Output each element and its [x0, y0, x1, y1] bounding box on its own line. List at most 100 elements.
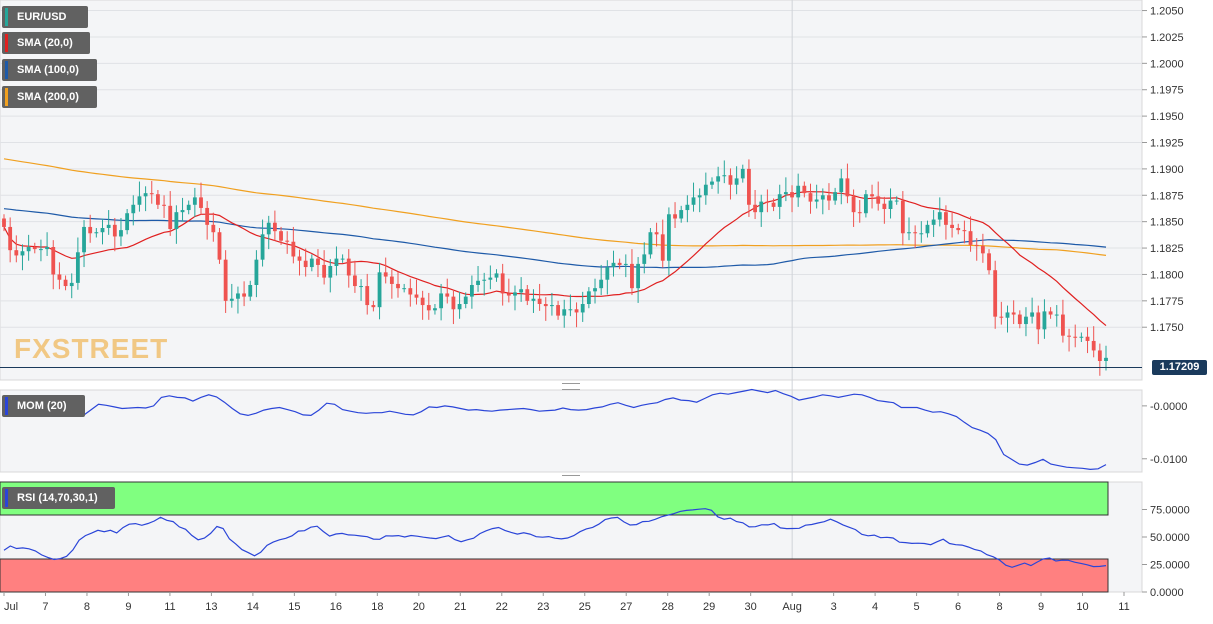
- candle-body: [845, 178, 850, 197]
- candle-body: [383, 272, 388, 277]
- candle-body: [531, 298, 536, 301]
- legend-sma20-label: SMA (20,0): [17, 37, 73, 49]
- date-tick-label: 4: [872, 601, 878, 613]
- date-tick-label: 9: [125, 601, 131, 613]
- legend-symbol[interactable]: EUR/USD: [2, 6, 88, 28]
- date-tick-label: 7: [42, 601, 48, 613]
- candle-body: [833, 192, 838, 201]
- candle-body: [14, 250, 19, 256]
- candle-body: [451, 296, 456, 310]
- candle-body: [839, 178, 844, 193]
- rsi-tick-label: 0.0000: [1150, 587, 1184, 599]
- candle-body: [783, 192, 788, 195]
- candle-body: [254, 259, 259, 285]
- date-tick-label: 21: [454, 601, 466, 613]
- candle-body: [543, 304, 548, 307]
- candle-body: [876, 196, 881, 204]
- candle-body: [697, 195, 702, 198]
- candle-body: [962, 230, 967, 232]
- candle-body: [229, 298, 234, 301]
- candle-body: [125, 213, 130, 231]
- candle-body: [1091, 340, 1096, 351]
- rsi-oversold-band: [0, 558, 1109, 593]
- candle-body: [1011, 312, 1016, 315]
- candle-body: [143, 193, 148, 197]
- candle-body: [617, 262, 622, 265]
- legend-mom-label: MOM (20): [17, 400, 67, 412]
- candle-body: [580, 304, 585, 313]
- rsi-path: [3, 508, 1107, 568]
- candle-body: [654, 232, 659, 235]
- legend-mom[interactable]: MOM (20): [2, 395, 85, 417]
- date-tick-label: 23: [537, 601, 549, 613]
- price-tick-label: 1.1925: [1150, 138, 1184, 150]
- candle-body: [771, 202, 776, 207]
- legend-swatch: [5, 489, 8, 507]
- legend-swatch: [5, 88, 8, 106]
- panel-resize-handle[interactable]: [562, 383, 580, 390]
- candle-body: [870, 194, 874, 197]
- legend-symbol-label: EUR/USD: [17, 11, 67, 23]
- candle-body: [937, 212, 942, 220]
- candle-body: [32, 247, 37, 250]
- price-axis: 1.2050 1.2025 1.2000 1.1975 1.1950 1.1925 1.19…: [1142, 6, 1184, 334]
- candle-body: [119, 230, 123, 237]
- date-tick-label: 13: [205, 601, 217, 613]
- candle-body: [346, 258, 351, 276]
- candle-body: [593, 288, 597, 292]
- candle-body: [599, 279, 604, 289]
- legend-rsi[interactable]: RSI (14,70,30,1): [2, 487, 115, 509]
- candle-body: [463, 296, 468, 304]
- sma-20-path: [3, 191, 1107, 327]
- candle-body: [279, 231, 283, 241]
- candle-body: [605, 267, 610, 280]
- candle-body: [223, 259, 228, 301]
- date-tick-label: 14: [247, 601, 259, 613]
- legend-swatch: [5, 397, 8, 415]
- date-tick-label: 10: [1076, 601, 1088, 613]
- candle-body: [340, 258, 345, 260]
- candle-body: [334, 258, 339, 266]
- date-tick-label: 25: [579, 601, 591, 613]
- price-tick-label: 1.1950: [1150, 111, 1184, 123]
- candle-body: [162, 204, 166, 206]
- candle-body: [353, 275, 357, 287]
- candle-body: [266, 222, 271, 235]
- candle-body: [630, 263, 634, 289]
- candle-body: [377, 272, 382, 308]
- candle-body: [242, 293, 247, 297]
- candle-body: [482, 279, 487, 281]
- candle-body: [820, 195, 825, 200]
- candle-body: [168, 205, 173, 230]
- candle-body: [568, 309, 573, 311]
- candle-body: [75, 252, 80, 283]
- rsi-axis: 75.0000 50.0000 25.0000 0.0000: [1142, 505, 1190, 599]
- candle-body: [303, 260, 308, 268]
- sma-20-line: [3, 191, 1107, 327]
- legend-sma100[interactable]: SMA (100,0): [2, 59, 97, 81]
- candle-body: [131, 204, 136, 214]
- legend-sma200[interactable]: SMA (200,0): [2, 86, 97, 108]
- candle-body: [1085, 336, 1090, 341]
- candle-body: [1042, 311, 1047, 330]
- candle-body: [790, 192, 794, 198]
- candle-body: [217, 232, 222, 260]
- rsi-line: [3, 508, 1107, 568]
- candle-body: [863, 194, 868, 214]
- candle-body: [660, 234, 665, 261]
- legend-sma20[interactable]: SMA (20,0): [2, 32, 90, 54]
- candle-body: [722, 175, 727, 177]
- candle-body: [747, 168, 751, 205]
- candle-body: [106, 224, 111, 228]
- candle-body: [285, 240, 290, 242]
- candle-body: [586, 291, 591, 304]
- candle-body: [205, 207, 210, 225]
- candle-body: [1079, 336, 1084, 338]
- candle-body: [439, 293, 444, 309]
- candle-body: [1024, 316, 1028, 325]
- panel-resize-handle[interactable]: [562, 475, 580, 482]
- candle-body: [993, 270, 998, 317]
- legend-swatch: [5, 34, 8, 52]
- candle-body: [100, 228, 105, 233]
